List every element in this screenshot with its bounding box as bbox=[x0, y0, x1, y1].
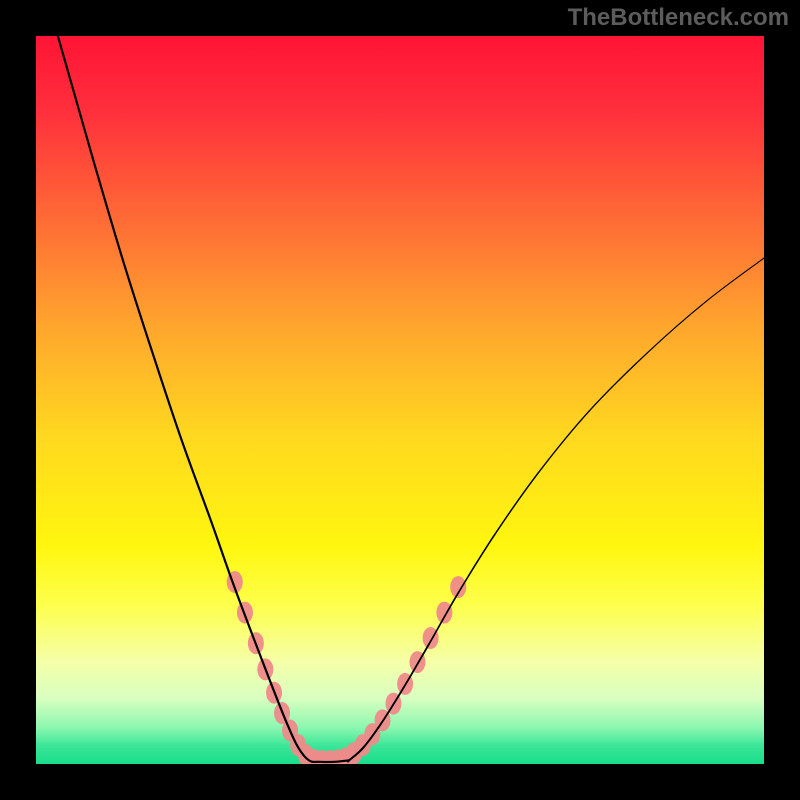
plot-area bbox=[36, 36, 764, 764]
scatter-marker bbox=[450, 576, 466, 598]
gradient-background bbox=[36, 36, 764, 764]
scatter-marker bbox=[436, 602, 452, 624]
stage: TheBottleneck.com bbox=[0, 0, 800, 800]
plot-svg bbox=[36, 36, 764, 764]
watermark-text: TheBottleneck.com bbox=[568, 4, 789, 32]
